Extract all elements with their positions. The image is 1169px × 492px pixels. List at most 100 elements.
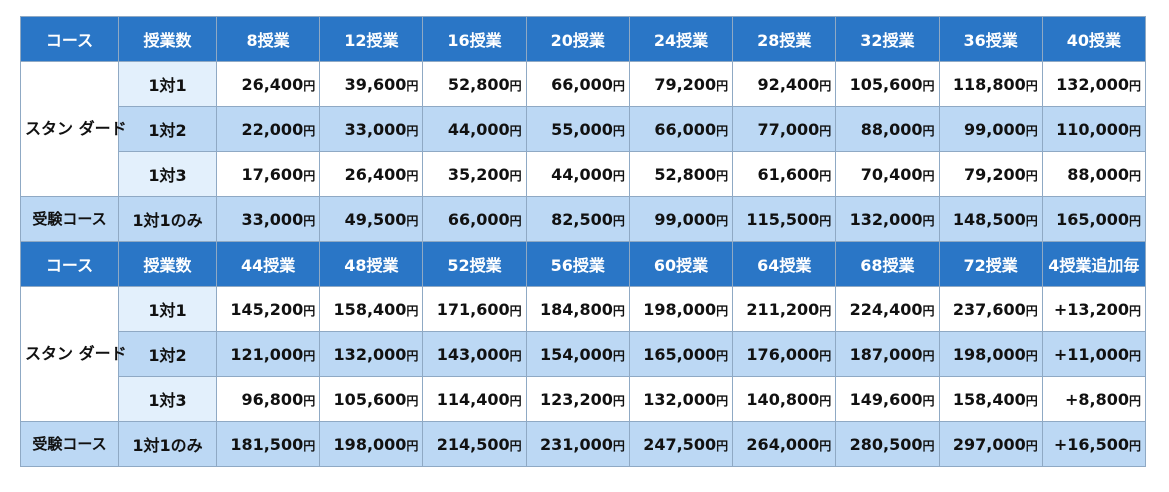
price-value: 52,800 (654, 164, 717, 184)
price-cell: 132,000円 (628, 376, 734, 422)
price-cell: 105,600円 (835, 61, 940, 107)
yen-unit: 円 (612, 348, 625, 363)
class-type: 1対2 (118, 106, 217, 152)
price-cell: 132,000円 (835, 196, 940, 242)
yen-unit: 円 (1128, 393, 1141, 408)
header-lesson-column: 24授業 (628, 16, 734, 62)
price-value: 198,000 (643, 299, 717, 319)
yen-unit: 円 (509, 168, 522, 183)
price-cell: 187,000円 (835, 331, 940, 377)
yen-unit: 円 (303, 303, 316, 318)
yen-unit: 円 (819, 213, 832, 228)
price-value: 280,500 (849, 434, 923, 454)
yen-unit: 円 (406, 438, 419, 453)
yen-unit: 円 (612, 303, 625, 318)
price-cell: +13,200円 (1041, 286, 1147, 332)
price-cell: 49,500円 (319, 196, 424, 242)
price-cell: 66,000円 (525, 61, 630, 107)
price-value: 231,000 (539, 434, 613, 454)
price-cell: 39,600円 (319, 61, 424, 107)
price-cell: 114,400円 (422, 376, 527, 422)
price-value: 26,400 (344, 164, 407, 184)
price-cell: 61,600円 (732, 151, 837, 197)
yen-unit: 円 (612, 123, 625, 138)
yen-unit: 円 (1025, 303, 1038, 318)
price-cell: 99,000円 (938, 106, 1043, 152)
price-cell: 149,600円 (835, 376, 940, 422)
price-value: 264,000 (746, 434, 820, 454)
price-value: 165,000 (643, 344, 717, 364)
table-row: 1対2 121,000円 132,000円 143,000円 154,000円 165,0… (21, 331, 1147, 377)
yen-unit: 円 (922, 348, 935, 363)
yen-unit: 円 (922, 78, 935, 93)
price-value: 184,800 (539, 299, 613, 319)
header-lesson-column: 52授業 (422, 241, 527, 287)
price-value: 181,500 (230, 434, 304, 454)
price-value: 145,200 (230, 299, 304, 319)
yen-unit: 円 (1128, 123, 1141, 138)
price-value: 79,200 (654, 74, 717, 94)
price-cell: 154,000円 (525, 331, 630, 377)
price-cell: 79,200円 (938, 151, 1043, 197)
price-value: 55,000 (551, 119, 613, 139)
price-value: 79,200 (963, 164, 1026, 184)
price-cell: 198,000円 (319, 421, 424, 467)
price-value: 132,000 (849, 209, 923, 229)
price-cell: +11,000円 (1041, 331, 1147, 377)
header-lesson-column: 72授業 (938, 241, 1043, 287)
yen-unit: 円 (509, 393, 522, 408)
yen-unit: 円 (1025, 213, 1038, 228)
price-cell: 198,000円 (628, 286, 734, 332)
price-value: 49,500 (344, 209, 407, 229)
yen-unit: 円 (716, 348, 729, 363)
header-lesson-column: 60授業 (628, 241, 734, 287)
price-value: 132,000 (1056, 74, 1129, 94)
price-value: 115,500 (746, 209, 820, 229)
yen-unit: 円 (303, 393, 316, 408)
yen-unit: 円 (612, 168, 625, 183)
price-cell: 176,000円 (732, 331, 837, 377)
price-value: 118,800 (952, 74, 1026, 94)
yen-unit: 円 (509, 123, 522, 138)
price-cell: 44,000円 (422, 106, 527, 152)
price-value: 88,000 (1067, 164, 1129, 184)
course-standard: スタン ダード (20, 286, 127, 422)
class-type: 1対1のみ (118, 421, 217, 467)
yen-unit: 円 (819, 348, 832, 363)
price-cell: 184,800円 (525, 286, 630, 332)
price-cell: 145,200円 (215, 286, 321, 332)
header-lesson-column: 40授業 (1041, 16, 1147, 62)
yen-unit: 円 (819, 303, 832, 318)
price-cell: 158,400円 (938, 376, 1043, 422)
price-value: 61,600 (757, 164, 820, 184)
price-cell: 247,500円 (628, 421, 734, 467)
yen-unit: 円 (922, 168, 935, 183)
yen-unit: 円 (819, 168, 832, 183)
yen-unit: 円 (716, 213, 729, 228)
price-cell: 88,000円 (835, 106, 940, 152)
price-value: 33,000 (241, 209, 304, 229)
price-cell: 181,500円 (215, 421, 321, 467)
yen-unit: 円 (1025, 438, 1038, 453)
class-type: 1対3 (118, 376, 217, 422)
price-cell: 231,000円 (525, 421, 630, 467)
price-value: 66,000 (551, 74, 613, 94)
price-cell: 165,000円 (628, 331, 734, 377)
price-value: 44,000 (447, 119, 510, 139)
yen-unit: 円 (1128, 213, 1141, 228)
yen-unit: 円 (303, 213, 316, 228)
header-lesson-column: 4授業追加毎 (1041, 241, 1147, 287)
price-cell: 82,500円 (525, 196, 630, 242)
price-value: +8,800 (1064, 389, 1129, 409)
price-value: 148,500 (952, 209, 1026, 229)
price-value: 224,400 (849, 299, 923, 319)
yen-unit: 円 (716, 303, 729, 318)
price-value: +11,000 (1053, 344, 1129, 364)
price-cell: 52,800円 (422, 61, 527, 107)
price-cell: 88,000円 (1041, 151, 1147, 197)
course-exam: 受験コース (20, 421, 119, 467)
price-value: 17,600 (241, 164, 304, 184)
price-cell: 198,000円 (938, 331, 1043, 377)
price-cell: 77,000円 (732, 106, 837, 152)
header-row: コース 授業数 8授業 12授業 16授業 20授業 24授業 28授業 32授業 36授業 40授… (20, 16, 1147, 62)
